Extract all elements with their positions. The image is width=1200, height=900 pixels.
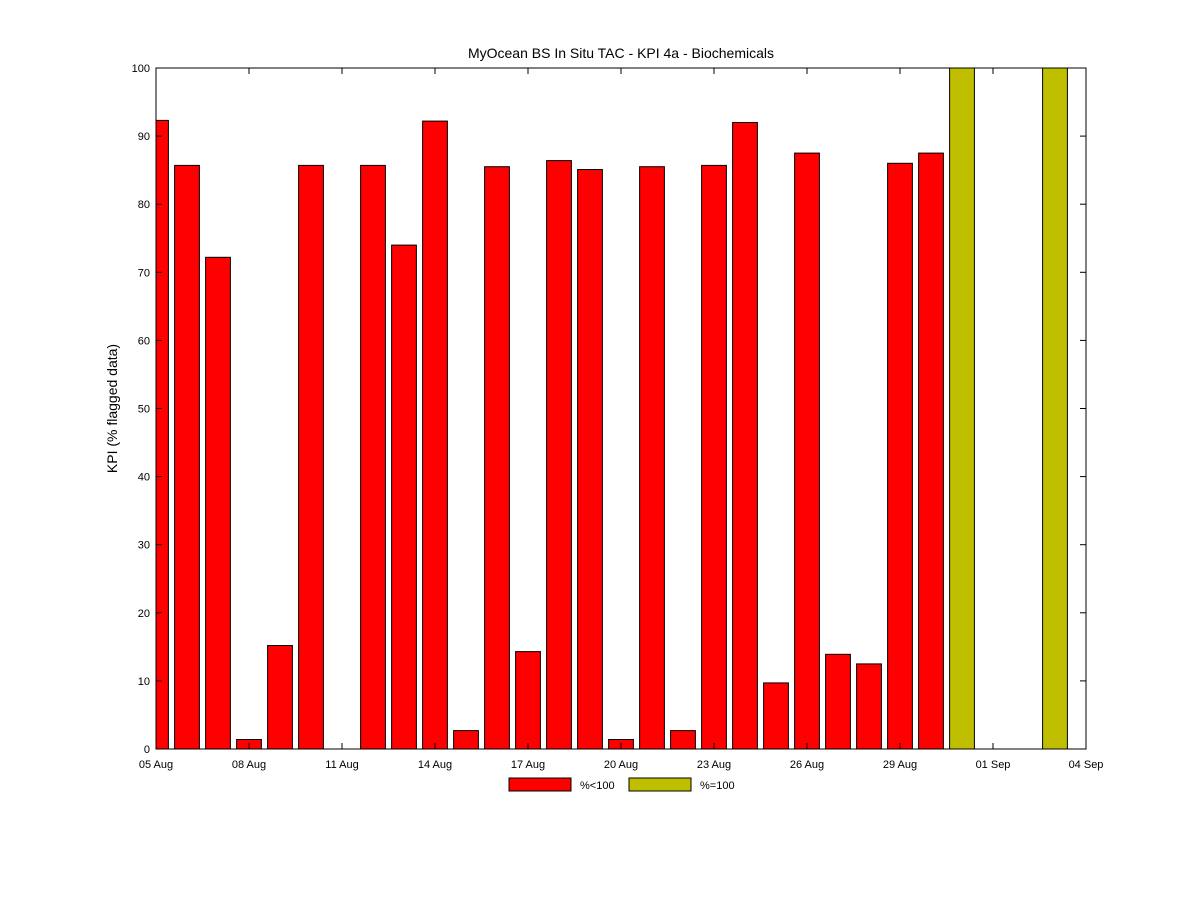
bar (794, 152, 820, 750)
x-tick-label: 08 Aug (232, 759, 266, 771)
bars-layer (155, 67, 1068, 750)
legend-swatch (628, 777, 692, 792)
plot-frame (155, 67, 1087, 750)
y-tick-label: 60 (138, 335, 150, 347)
bar (546, 160, 572, 750)
x-tick-label: 17 Aug (511, 759, 545, 771)
x-tick-label: 26 Aug (790, 759, 824, 771)
legend: %<100 %=100 (508, 777, 735, 792)
x-tick-label: 05 Aug (139, 759, 173, 771)
bar (887, 162, 913, 750)
legend-swatch (508, 777, 572, 792)
y-tick-label: 40 (138, 472, 150, 484)
bar (174, 164, 200, 750)
bar (453, 730, 479, 750)
bar (701, 164, 727, 750)
bar (732, 122, 758, 750)
bar (856, 663, 882, 750)
bar (298, 164, 324, 750)
chart-title: MyOcean BS In Situ TAC - KPI 4a - Bioche… (468, 45, 774, 61)
bar (515, 651, 541, 750)
bar (1042, 67, 1068, 750)
bar (484, 166, 510, 750)
bar (422, 120, 448, 750)
x-tick-label: 29 Aug (883, 759, 917, 771)
bar (360, 164, 386, 750)
y-axis-label: KPI (% flagged data) (104, 344, 120, 473)
y-tick-label: 100 (132, 63, 150, 75)
x-tick-label: 04 Sep (1069, 759, 1104, 771)
legend-label: %=100 (700, 780, 735, 792)
bar (267, 645, 293, 750)
y-tick-label: 90 (138, 131, 150, 143)
y-tick-label: 20 (138, 608, 150, 620)
bar (825, 653, 851, 750)
x-tick-label: 20 Aug (604, 759, 638, 771)
y-tick-label: 0 (144, 744, 150, 756)
bar (949, 67, 975, 750)
x-tick-label: 14 Aug (418, 759, 452, 771)
x-tick-label: 11 Aug (325, 759, 358, 771)
ticks-layer: 0 10 20 30 40 50 60 70 80 90 100 05 Aug 08 Aug 11 Aug… (132, 63, 1104, 771)
y-tick-label: 10 (138, 676, 150, 688)
y-tick-label: 80 (138, 199, 150, 211)
bar (639, 166, 665, 750)
y-tick-label: 50 (138, 404, 150, 416)
legend-label: %<100 (580, 780, 615, 792)
bar (205, 256, 231, 750)
bar (670, 730, 696, 750)
x-tick-label: 23 Aug (697, 759, 731, 771)
y-tick-label: 70 (138, 267, 150, 279)
bar (577, 169, 603, 750)
y-tick-label: 30 (138, 540, 150, 552)
bar (391, 244, 417, 750)
bar (763, 682, 789, 750)
x-tick-label: 01 Sep (976, 759, 1011, 771)
bar (918, 152, 944, 750)
bar (155, 119, 169, 750)
